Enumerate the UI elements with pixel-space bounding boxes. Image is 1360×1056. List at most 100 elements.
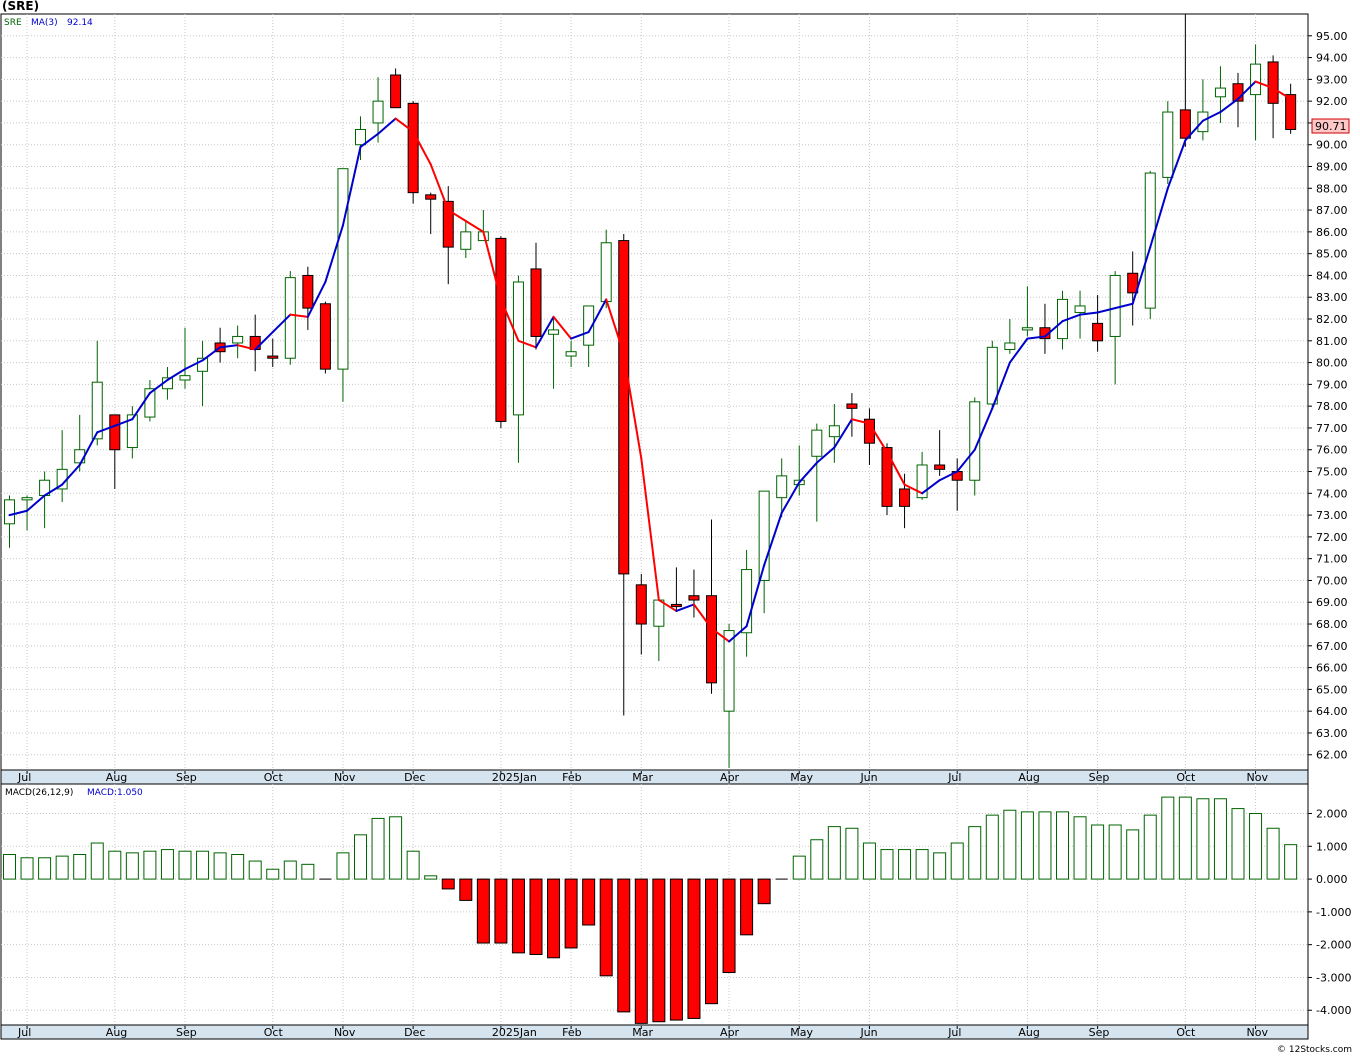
- date-tick-label: Oct: [1176, 1026, 1196, 1039]
- candle: [319, 301, 331, 374]
- macd-bar-positive: [73, 853, 87, 880]
- candle: [670, 567, 682, 611]
- macd-bar-positive: [1126, 829, 1140, 880]
- candle-body-up: [91, 381, 103, 440]
- ma-segment: [96, 424, 116, 434]
- candle-body-up: [337, 168, 349, 370]
- candle-body-down: [934, 464, 946, 470]
- candle-body-down: [1285, 94, 1297, 130]
- legend-macd-label: MACD(26,12,9): [5, 788, 73, 798]
- ma-segment: [324, 224, 344, 283]
- candle: [337, 168, 349, 402]
- macd-bar-positive: [985, 814, 999, 880]
- macd-tick-label: 0.000: [1316, 873, 1348, 886]
- candle-body-up: [969, 401, 981, 481]
- ma-segment: [113, 418, 134, 427]
- candle-body-down: [249, 335, 261, 351]
- ma-segment: [1079, 311, 1099, 316]
- price-tick-label: 84.00: [1316, 269, 1348, 282]
- macd-bar-positive: [1038, 811, 1052, 880]
- candle-body-up: [74, 449, 86, 464]
- macd-bar-positive: [178, 850, 192, 880]
- price-tick-label: 63.00: [1316, 727, 1348, 740]
- ma-segment: [675, 603, 695, 612]
- candle: [1004, 319, 1016, 354]
- macd-bar-positive: [266, 868, 280, 880]
- candle-body-down: [319, 303, 331, 370]
- ma-segment: [517, 339, 537, 349]
- date-axis-top: Jul Aug Sep Oct Nov Dec 2025Jan Feb Mar Apr May Jun…: [17, 771, 1269, 784]
- date-tick-label: Sep: [176, 771, 197, 784]
- macd-bar-positive: [55, 855, 69, 880]
- candle: [741, 549, 753, 657]
- macd-bar-positive: [915, 849, 929, 880]
- candle: [758, 490, 770, 614]
- macd-bar-positive: [1249, 813, 1263, 880]
- macd-bar-positive: [1003, 809, 1017, 880]
- price-tick-label: 74.00: [1316, 487, 1348, 500]
- price-tick-label: 64.00: [1316, 705, 1348, 718]
- candle-body-down: [495, 237, 507, 422]
- candle-body-up: [355, 128, 366, 146]
- date-tick-label: Aug: [106, 771, 127, 784]
- price-tick-label: 67.00: [1316, 640, 1348, 653]
- ma-segment: [991, 361, 1011, 410]
- price-tick-label: 69.00: [1316, 596, 1348, 609]
- ma-segment: [8, 509, 29, 517]
- macd-tick-label: 2.000: [1316, 808, 1348, 821]
- candle: [232, 325, 244, 359]
- candle: [846, 393, 858, 437]
- macd-y-axis: -4.000 -3.000 -2.000 -1.000 0.000 1.000 2.000: [1308, 808, 1351, 1017]
- price-tick-label: 81.00: [1316, 335, 1348, 348]
- macd-bar-positive: [810, 839, 824, 880]
- macd-bar-positive: [196, 850, 210, 880]
- candle-body-up: [4, 499, 15, 525]
- macd-bar-negative: [441, 878, 455, 890]
- candle: [21, 495, 33, 531]
- price-panel-frame: [0, 13, 1309, 771]
- candle-body-up: [600, 242, 612, 303]
- candle: [811, 423, 823, 522]
- candle: [618, 234, 630, 716]
- candle-body-up: [916, 464, 928, 499]
- ma-segment: [850, 418, 871, 425]
- date-tick-label: Dec: [404, 1026, 425, 1039]
- macd-bar-negative: [494, 878, 508, 944]
- macd-bar-positive: [283, 860, 297, 880]
- date-axis-band-top: [0, 769, 1309, 785]
- chart-title: (SRE): [2, 0, 39, 13]
- macd-bar-negative: [757, 878, 771, 905]
- price-tick-label: 66.00: [1316, 662, 1348, 675]
- legend-ma-label: MA(3): [31, 18, 58, 28]
- ma-segment: [499, 298, 520, 342]
- macd-bar-positive: [424, 875, 438, 880]
- ma-segment: [1272, 87, 1292, 100]
- candle: [126, 406, 138, 459]
- candle: [495, 236, 507, 428]
- candle: [267, 338, 279, 367]
- ma-segment: [640, 457, 660, 602]
- macd-bar-positive: [1196, 798, 1210, 880]
- price-tick-label: 77.00: [1316, 422, 1348, 435]
- date-tick-label: 2025Jan: [492, 1026, 537, 1039]
- candle-body-down: [530, 268, 542, 337]
- macd-bar-positive: [1231, 808, 1245, 880]
- macd-bar-positive: [933, 852, 947, 880]
- macd-bar-positive: [108, 850, 122, 880]
- date-tick-label: Sep: [1089, 1026, 1110, 1039]
- candle-body-down: [706, 595, 717, 684]
- candle-body-up: [776, 475, 788, 499]
- ma-segment: [570, 331, 590, 340]
- ma-segment: [1219, 97, 1239, 114]
- candle: [828, 403, 840, 463]
- ma-segment: [341, 145, 362, 227]
- date-tick-label: Jul: [17, 771, 31, 784]
- macd-tick-label: -3.000: [1316, 971, 1351, 984]
- macd-bar-positive: [1284, 844, 1298, 880]
- candle-body-down: [899, 488, 911, 507]
- candle: [109, 414, 121, 489]
- price-tick-label: 90.00: [1316, 139, 1348, 152]
- ma-segment: [306, 280, 327, 318]
- candle-body-down: [442, 200, 454, 248]
- candle: [776, 458, 788, 518]
